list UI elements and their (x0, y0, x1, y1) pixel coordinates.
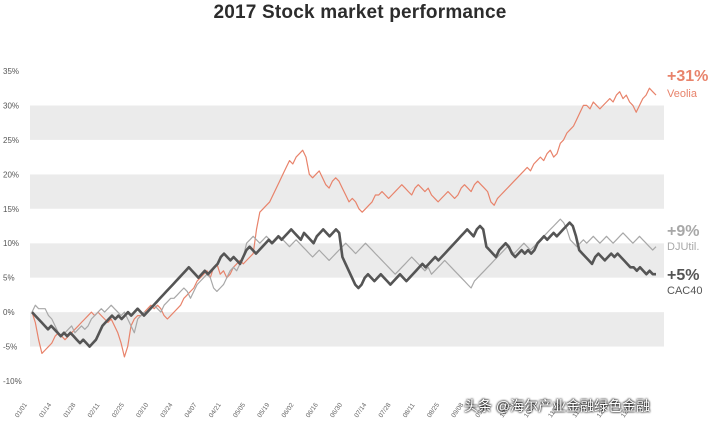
x-tick-label: 05/19 (256, 401, 271, 419)
x-tick-label: 03/24 (159, 401, 174, 419)
series-lines (31, 87, 657, 358)
x-tick-label: 05/05 (232, 401, 247, 419)
x-tick-label: 03/10 (135, 401, 150, 419)
x-tick-label: 07/28 (378, 401, 393, 419)
x-tick-label: 02/25 (111, 401, 126, 419)
grid-band (30, 346, 664, 381)
x-tick-label: 06/30 (329, 401, 344, 419)
series-name-label: DJUtil. (667, 241, 699, 253)
y-axis-ticks: -10% -5% 0% 5% 10% 15% 20% 25% 30% 35% (3, 67, 22, 386)
end-value-label: +5% (667, 267, 699, 284)
x-tick-label: 02/11 (87, 402, 102, 419)
x-tick-label: 06/02 (281, 401, 296, 419)
grid-band (30, 243, 664, 278)
grid-band (30, 174, 664, 209)
end-value-label: +9% (667, 223, 699, 240)
x-tick-label: 08/25 (426, 401, 441, 419)
end-value-label: +31% (667, 68, 708, 85)
series-line-djutil (31, 218, 657, 337)
end-labels: +31% Veolia +9%DJUtil. +5%CAC40 (667, 68, 708, 297)
grid-band (30, 277, 664, 313)
series-name-label: Veolia (667, 88, 698, 100)
grid-band (30, 71, 664, 106)
grid-bands (30, 71, 664, 381)
y-tick-label: 15% (3, 205, 19, 214)
series-line-veolia (31, 87, 657, 358)
y-tick-label: 30% (3, 101, 19, 110)
x-tick-label: 08/11 (402, 402, 417, 419)
y-tick-label: 25% (3, 136, 19, 145)
y-tick-label: 5% (3, 274, 15, 283)
x-tick-label: 01/01 (14, 401, 29, 419)
chart-title: 2017 Stock market performance (213, 2, 507, 23)
series-name-label: CAC40 (667, 285, 702, 297)
x-tick-label: 04/07 (184, 401, 199, 419)
grid-band (30, 208, 664, 244)
series-line-cac40 (31, 221, 656, 348)
grid-band (30, 312, 664, 347)
grid-band (30, 139, 664, 175)
y-tick-label: 10% (3, 239, 19, 248)
x-tick-label: 06/16 (305, 401, 320, 419)
x-tick-label: 04/21 (208, 401, 223, 419)
x-tick-label: 07/14 (353, 401, 368, 419)
x-tick-label: 01/28 (62, 401, 77, 419)
y-tick-label: -5% (3, 343, 17, 352)
y-tick-label: 0% (3, 308, 15, 317)
y-tick-label: 20% (3, 170, 19, 179)
y-tick-label: 35% (3, 67, 19, 76)
x-tick-label: 01/14 (38, 401, 53, 419)
y-tick-label: -10% (3, 377, 22, 386)
grid-band (30, 105, 664, 140)
watermark: 头条 @海尔产业金融绿色金融 (464, 398, 651, 414)
